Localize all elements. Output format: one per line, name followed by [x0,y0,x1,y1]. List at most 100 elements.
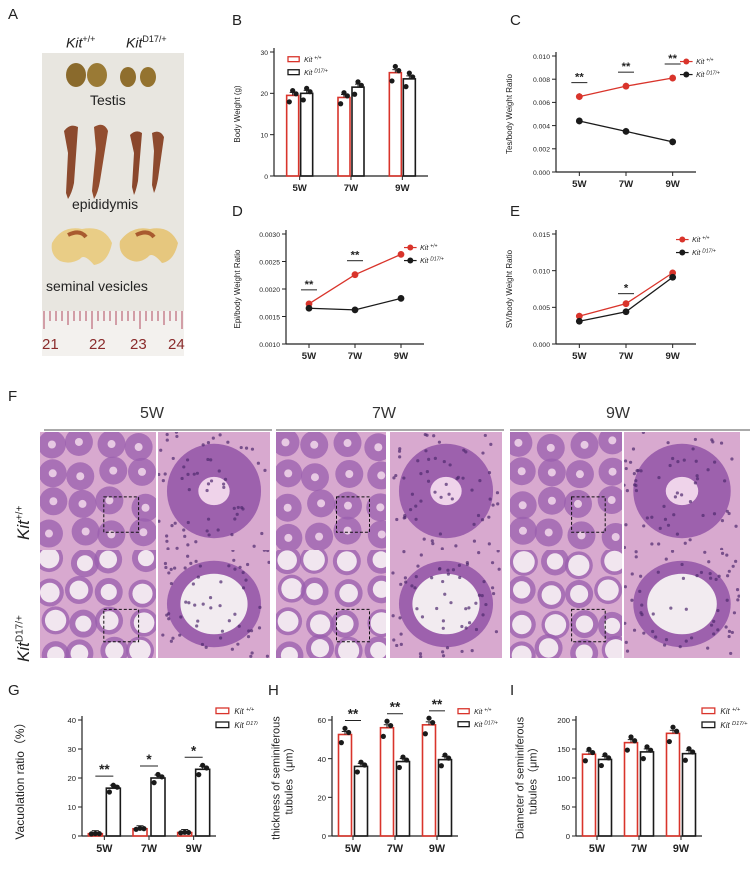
nucleus [729,651,733,656]
nucleus [656,570,660,574]
legend-label: Kit +/+ [234,707,255,716]
nucleus [447,492,451,496]
x-tick-label: 9W [186,843,203,855]
significance-label: ** [575,72,584,84]
nucleus [249,629,254,633]
legend-label: Kit +/+ [420,244,437,252]
x-tick-label: 9W [665,351,680,362]
nucleus [449,601,453,605]
nucleus [481,613,485,617]
nucleus [206,482,211,486]
nucleus [207,533,211,537]
genotype-name: Kit [126,34,143,51]
nucleus [193,603,197,607]
nucleus [249,654,253,658]
data-point [92,830,98,837]
y-tick-label: 0.0030 [259,232,280,239]
nucleus [194,540,198,544]
tubule-lumen [541,585,562,605]
nucleus [227,564,231,568]
nucleus [630,598,634,602]
tubule-lumen [374,443,383,452]
nucleus [464,450,468,454]
nucleus [443,592,447,596]
y-tick-label: 0.0025 [259,259,280,266]
nucleus [233,517,237,521]
nucleus [731,564,735,568]
y-tick-label: 150 [557,745,570,754]
data-point [396,764,402,771]
data-point [338,740,344,746]
nucleus [420,615,425,619]
nucleus [241,586,246,590]
organ-photograph [42,53,184,356]
tubule-lumen [370,612,386,634]
nucleus [204,645,208,649]
nucleus [169,567,173,571]
panel-letter-h: H [268,682,279,699]
bar [581,753,597,837]
y-tick-label: 60 [318,716,327,725]
x-tick-label: 9W [394,351,409,362]
nucleus [432,434,436,438]
nucleus [267,560,270,564]
nucleus [165,432,169,437]
x-tick-label: 5W [589,843,606,855]
nucleus [239,445,243,450]
data-point [622,82,630,90]
y-axis-label-line: Tes/body Weight Ratio [505,74,514,154]
nucleus [233,567,237,571]
nucleus [186,543,190,547]
x-tick-label: 5W [302,351,317,362]
histology-micrograph [624,550,740,658]
tubule-lumen [81,527,90,536]
nucleus [206,441,211,445]
y-axis-label: Diameter of seminiferoustubules（μm） [514,716,539,839]
nucleus [399,632,403,636]
nucleus [395,517,399,522]
nucleus [631,447,636,451]
bar [402,78,417,177]
histology-micrograph [510,432,622,550]
nucleus [688,500,693,504]
nucleus [624,585,627,589]
bar [421,724,437,837]
nucleus [165,539,169,543]
histology-drawing [510,550,622,658]
nucleus [198,564,202,568]
data-point [575,117,583,125]
data-point [389,78,395,84]
tubule-lumen [513,551,535,573]
nucleus [265,654,270,658]
nucleus [488,497,492,501]
nucleus [231,550,235,552]
y-tick-label: 10 [68,803,77,812]
tubule-lumen [105,496,114,505]
nucleus [487,515,491,519]
histology-head-7w: 7W [372,405,396,422]
nucleus [680,493,684,497]
y-tick-label: 30 [68,745,77,754]
tubule-lumen [611,532,620,541]
nucleus [441,626,445,630]
nucleus [464,607,468,611]
nucleus [735,588,740,592]
data-point [106,789,113,795]
data-point [669,138,677,146]
nucleus [209,606,213,610]
ruler-number: 23 [130,336,147,353]
nucleus [480,518,485,522]
nucleus [430,539,434,543]
nucleus [727,634,731,639]
nucleus [209,479,214,483]
nucleus [734,524,738,528]
nucleus [170,523,174,528]
nucleus [457,563,461,567]
nucleus [440,547,444,550]
nucleus [244,578,248,582]
nucleus [472,522,476,526]
nucleus [736,598,740,602]
genotype-name: Kit [66,34,83,51]
nucleus [262,550,266,552]
tubule-lumen [604,639,622,658]
